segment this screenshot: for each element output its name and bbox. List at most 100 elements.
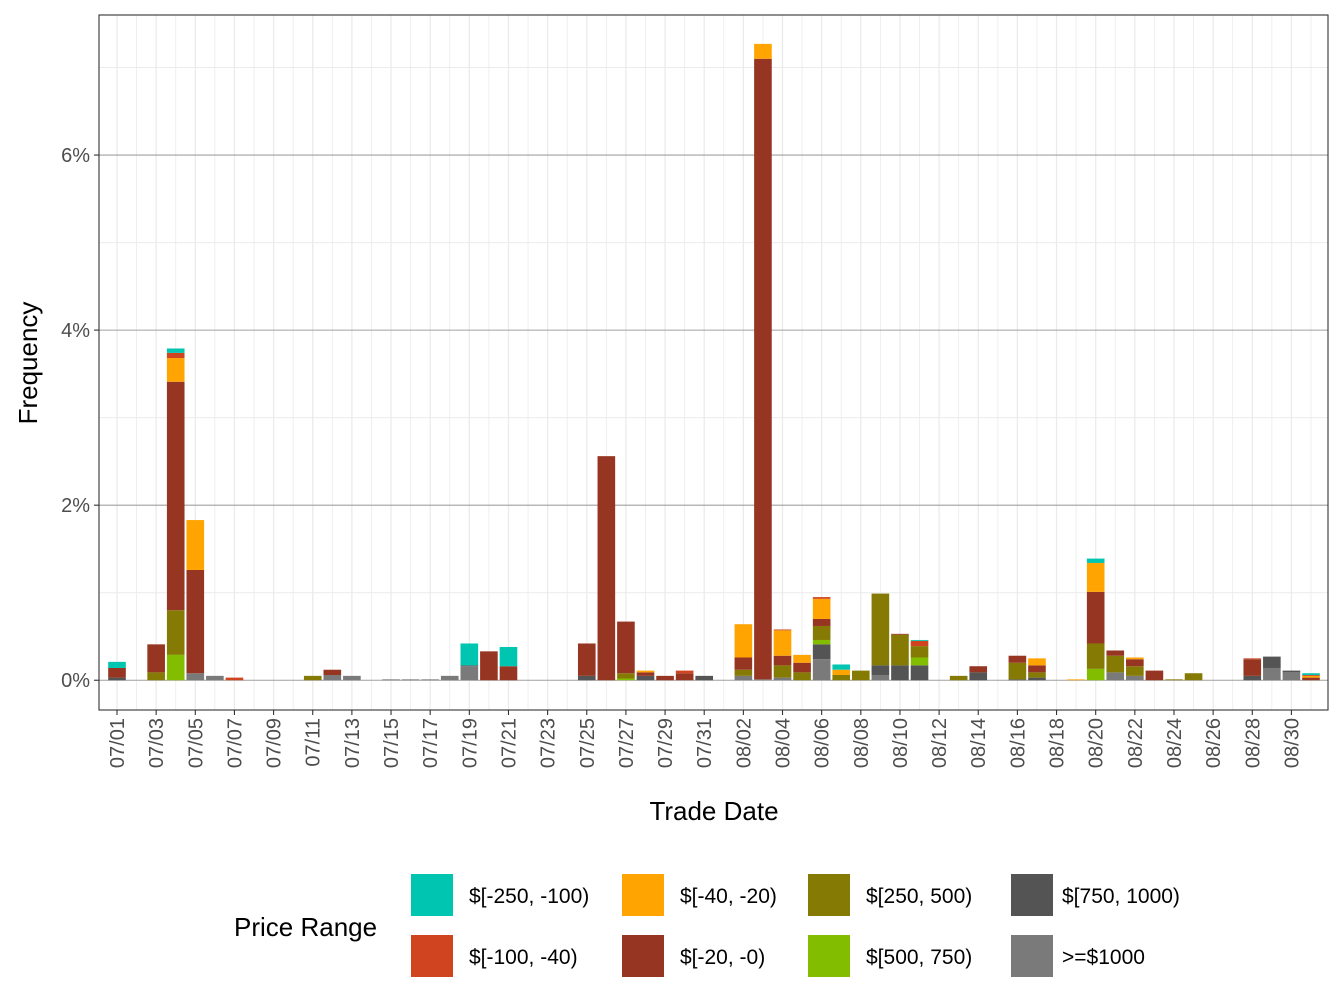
bar-segment [832, 669, 851, 675]
bar-segment [812, 644, 831, 660]
x-tick-label: 08/14 [968, 718, 990, 768]
legend-key [1011, 874, 1053, 916]
bar-segment [1126, 659, 1144, 667]
x-tick-label: 07/09 [264, 718, 286, 768]
bar-segment [1086, 643, 1105, 669]
y-axis: 0% 2% 4% 6% [61, 145, 99, 692]
bar-segment [1302, 674, 1320, 676]
bar-segment [910, 640, 929, 647]
bar-segment [773, 630, 792, 656]
bar-segment [186, 673, 205, 681]
gridlines [99, 15, 1328, 710]
bar-segment [480, 651, 498, 681]
bar-segment [773, 655, 792, 666]
x-tick-label: 07/21 [498, 718, 520, 768]
bar-segment [382, 679, 400, 681]
bar-segment [577, 643, 596, 676]
legend: Price Range $[-250, -100) $[-100, -40) $[-… [234, 874, 1180, 977]
bar-segment [1106, 672, 1125, 681]
bar-segment [891, 634, 909, 666]
bar-segment [1126, 666, 1144, 676]
bar-segment [871, 665, 890, 675]
bar-segment [773, 629, 792, 631]
x-tick-label: 08/30 [1281, 718, 1303, 768]
bar-segment [910, 646, 929, 658]
bar-segment [1263, 667, 1281, 681]
bar-segment [166, 352, 185, 359]
x-tick-label: 08/08 [851, 718, 873, 768]
bar-segment [421, 679, 439, 681]
bar-segment [166, 358, 185, 382]
x-axis-title: Trade Date [649, 796, 778, 826]
x-tick-label: 07/31 [694, 718, 716, 768]
bar-segment [812, 659, 831, 681]
x-tick-label: 07/29 [655, 718, 677, 768]
bar-segment [1086, 562, 1105, 592]
bar-segment [108, 677, 126, 681]
x-tick-label: 08/04 [773, 718, 795, 768]
bar-segment [1302, 677, 1320, 681]
x-tick-label: 07/11 [303, 718, 325, 767]
x-tick-label: 07/07 [224, 718, 246, 768]
bar-segment [225, 677, 244, 681]
bar-segment [734, 657, 753, 670]
x-tick-label: 08/24 [1164, 718, 1186, 768]
x-tick-label: 08/28 [1242, 718, 1264, 768]
bar-segment [734, 624, 753, 658]
bar-segment [323, 669, 342, 675]
bar-segment [812, 639, 831, 645]
bar-segment [460, 643, 479, 666]
bar-segment [734, 669, 753, 676]
x-tick-label: 08/06 [812, 718, 834, 768]
legend-title: Price Range [234, 912, 377, 942]
x-tick-label: 07/13 [342, 718, 364, 768]
legend-label: $[-100, -40) [469, 946, 578, 969]
bar-segment [1184, 673, 1203, 681]
bar-segment [1067, 679, 1085, 681]
bar-segment [1028, 672, 1046, 678]
legend-label: >=$1000 [1062, 946, 1145, 969]
bar-segment [871, 593, 890, 666]
bar-segment [1126, 657, 1144, 660]
bar-segment [793, 662, 811, 673]
bar-segment [656, 675, 674, 681]
bar-segment [1008, 662, 1027, 680]
bar-segment [969, 666, 988, 673]
y-tick-label: 0% [61, 670, 90, 692]
bar-segment [636, 672, 655, 676]
bar-segment [108, 667, 126, 678]
bar-segment [166, 654, 185, 681]
bar-segment [1126, 675, 1144, 681]
x-tick-label: 08/16 [1007, 718, 1029, 768]
bar-segment [754, 58, 772, 680]
bar-segment [166, 610, 185, 655]
bar-segment [871, 674, 890, 681]
legend-label: $[500, 750) [866, 946, 972, 969]
bar-segment [793, 672, 811, 681]
bar-segment [910, 657, 929, 666]
bar-segment [773, 665, 792, 678]
bar-segment [812, 625, 831, 640]
x-tick-label: 07/23 [538, 718, 560, 768]
bar-segment [969, 672, 988, 681]
y-axis-title: Frequency [13, 302, 43, 425]
x-axis: 07/01 07/03 07/05 07/07 07/09 07/11 07/13 07/15… [107, 710, 1303, 768]
bar-segment [577, 675, 596, 681]
legend-label: $[-20, -0) [680, 946, 765, 969]
bar-segment [343, 675, 361, 681]
bar-segment [186, 520, 205, 570]
bar-segment [832, 674, 851, 681]
bar-segment [891, 665, 909, 681]
bar-segment [166, 348, 185, 353]
bar-segment [812, 597, 831, 599]
x-tick-label: 08/12 [929, 718, 951, 768]
legend-key [411, 874, 453, 916]
legend-key [808, 935, 850, 977]
bar-segment [636, 675, 655, 681]
bar-segment [147, 644, 165, 673]
bar-segment [460, 666, 479, 681]
bar-segment [186, 569, 205, 674]
x-tick-label: 07/03 [146, 718, 168, 768]
bar-segment [773, 677, 792, 681]
bar-segment [1263, 656, 1281, 668]
